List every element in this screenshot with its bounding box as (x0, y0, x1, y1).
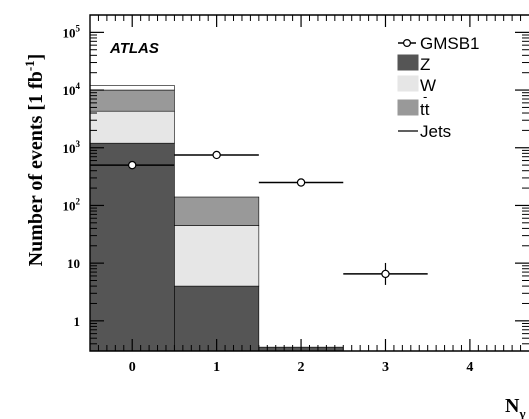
legend-label-w: W (420, 76, 436, 95)
legend: GMSB1 ZW-tt Jets (397, 34, 480, 141)
legend-label-gmsb1: GMSB1 (420, 34, 480, 53)
bar-z-0 (89, 142, 175, 352)
y-tick-label-0: 1 (74, 314, 81, 329)
bar-w-0 (89, 110, 175, 144)
signal-point-1 (212, 150, 221, 160)
x-tick-label-2: 2 (298, 360, 305, 375)
legend-swatch-z (397, 54, 419, 71)
legend-overbar-tt: - (423, 89, 427, 104)
x-tick-label-3: 3 (382, 360, 389, 375)
y-tick-label-3: 103 (63, 139, 81, 156)
signal-series (90, 150, 428, 285)
legend-marker-gmsb1 (403, 38, 412, 47)
y-tick-label-4: 104 (63, 81, 81, 98)
signal-point-2 (296, 178, 306, 187)
x-tick-label-4: 4 (466, 360, 473, 375)
legend-label-jets: Jets (420, 122, 451, 141)
x-tick-label-0: 0 (129, 360, 136, 375)
signal-point-0 (128, 160, 137, 170)
x-tick-label-1: 1 (213, 360, 220, 375)
bar-jets-0 (89, 85, 175, 91)
y-tick-label-1: 10 (67, 256, 80, 271)
x-axis-title: Nγ (505, 395, 526, 419)
y-tick-label-2: 102 (63, 196, 81, 213)
stacked-bars (89, 85, 344, 352)
y-tick-label-5: 105 (63, 23, 81, 40)
legend-swatch-tt (397, 99, 419, 116)
axis-ticks: 1 10 102 103 104 105 0 1 2 3 4 (63, 14, 529, 375)
bar-tt-1 (174, 196, 260, 226)
legend-label-tt: tt (420, 100, 430, 119)
bar-w-1 (174, 225, 260, 287)
atlas-label: ATLAS (109, 40, 159, 57)
y-axis-title: Number of events [1 fb-1] (22, 54, 47, 267)
legend-label-z: Z (420, 55, 430, 74)
legend-swatch-w (397, 75, 419, 92)
bar-tt-0 (89, 89, 175, 112)
signal-point-3 (381, 269, 390, 279)
